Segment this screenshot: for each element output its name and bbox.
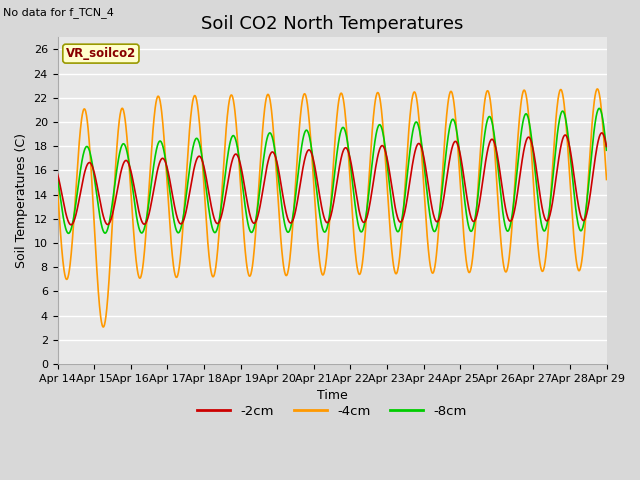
X-axis label: Time: Time xyxy=(317,389,348,402)
Legend: -2cm, -4cm, -8cm: -2cm, -4cm, -8cm xyxy=(191,399,472,423)
Y-axis label: Soil Temperatures (C): Soil Temperatures (C) xyxy=(15,133,28,268)
Text: VR_soilco2: VR_soilco2 xyxy=(66,47,136,60)
Text: No data for f_TCN_4: No data for f_TCN_4 xyxy=(3,7,114,18)
Title: Soil CO2 North Temperatures: Soil CO2 North Temperatures xyxy=(201,15,463,33)
